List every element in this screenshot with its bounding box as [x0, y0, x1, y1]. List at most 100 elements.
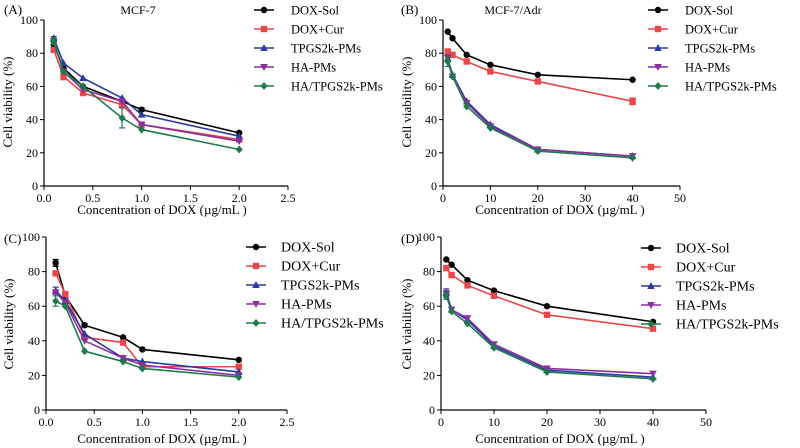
panel-d-point-ha-tpgs2k-pms: [448, 307, 456, 316]
panel-c-xtick-label: 1.5: [183, 415, 198, 429]
panel-b-point-ha-tpgs2k-pms: [486, 123, 494, 132]
panel-a-point-ha-tpgs2k-pms: [50, 37, 58, 46]
panel-a-title: MCF-7: [120, 3, 155, 17]
panel-b-legend-marker-dox-sol: [654, 6, 662, 14]
panel-a-legend-marker-dox-cur: [260, 25, 268, 33]
panel-c-xtick-label: 2.5: [280, 415, 295, 429]
panel-a-point-dox-sol: [138, 106, 145, 113]
panel-c-xtick-label: 0.0: [39, 415, 54, 429]
panel-b-point-ha-tpgs2k-pms: [444, 57, 452, 66]
panel-c-series-line-dox-sol: [54, 262, 239, 361]
panel-b-ylabel: Cell viability (%): [399, 57, 414, 148]
panel-a-point-ha-pms: [137, 121, 146, 129]
panel-a-legend-marker-tpgs2k-pms: [260, 44, 268, 51]
panel-b-xtick-label: 10: [484, 191, 496, 205]
panel-c-point-dox-sol: [81, 322, 88, 329]
panel-b-title: MCF-7/Adr: [484, 3, 541, 17]
panel-a-point-tpgs2k-pms: [79, 74, 87, 82]
panel-d-point-ha-pms: [463, 315, 472, 323]
panel-a-ytick-label: 20: [26, 146, 38, 160]
panel-b-ytick-label: 20: [425, 146, 437, 160]
panel-b-point-dox-sol: [463, 51, 470, 59]
panel-b-legend-label-ha-pms: HA-PMs: [685, 61, 730, 75]
panel-b-point-ha-tpgs2k-pms: [534, 147, 542, 156]
panel-c-ylabel: Cell viability (%): [1, 279, 16, 370]
panel-a-ytick-label: 80: [26, 46, 38, 60]
panel-b-ytick-label: 0: [431, 179, 437, 193]
panel-d-point-ha-tpgs2k-pms: [490, 343, 498, 352]
panel-a-point-ha-tpgs2k-pms: [79, 82, 87, 91]
panel-c-point-dox-cur: [119, 339, 127, 346]
panel-b-legend-label-ha-tpgs2k-pms: HA/TPGS2k-PMs: [685, 80, 777, 94]
panel-a-point-ha-pms: [235, 138, 243, 146]
panel-a-series-line-tpgs2k-pms: [53, 37, 240, 137]
panel-d-point-ha-tpgs2k-pms: [649, 374, 657, 383]
panel-b-ytick-label: 60: [425, 79, 437, 93]
panel-b-xtick-label: 20: [532, 191, 544, 205]
panel-b-ytick-label: 80: [425, 46, 437, 60]
panel-b-legend-marker-dox-cur: [654, 25, 662, 33]
panel-c-legend-label-ha-tpgs2k-pms: HA/TPGS2k-PMs: [281, 317, 384, 332]
panel-c-legend-label-tpgs2k-pms: TPGS2k-PMs: [281, 279, 360, 294]
panel-a-point-tpgs2k-pms: [137, 110, 146, 118]
panel-d-point-dox-cur: [649, 325, 657, 332]
panel-a-point-ha-pms: [118, 98, 126, 106]
panel-c-ytick-label: 100: [22, 230, 40, 244]
panel-c-point-ha-pms: [51, 289, 60, 297]
panel-c-point-dox-cur: [235, 363, 242, 370]
panel-b: (B) MCF-7/Adr Cell viability (%) Concent…: [399, 2, 777, 217]
panel-c-point-dox-cur: [52, 270, 59, 277]
panel-d-point-dox-sol: [464, 277, 471, 284]
panel-c-xtick-label: 1.0: [135, 415, 150, 429]
panel-c-legend-label-ha-pms: HA-PMs: [281, 298, 332, 313]
panel-b-point-dox-cur: [444, 48, 451, 55]
panel-c-point-tpgs2k-pms: [80, 329, 89, 337]
panel-d-legend-label-tpgs2k-pms: TPGS2k-PMs: [676, 280, 755, 295]
panel-b-xtick-label: 30: [579, 191, 591, 205]
panel-d-xtick-label: 30: [594, 415, 606, 429]
panel-d-legend-marker-ha-pms: [647, 302, 655, 309]
panel-d-point-ha-tpgs2k-pms: [464, 319, 471, 328]
panel-a-legend-label-tpgs2k-pms: TPGS2k-PMs: [291, 42, 361, 56]
panel-a-legend-marker-ha-pms: [260, 64, 268, 71]
panel-b-point-dox-cur: [534, 78, 541, 85]
panel-b-legend-marker-ha-pms: [654, 64, 662, 71]
panel-c-ytick-label: 20: [28, 368, 40, 382]
panel-c-xtick-label: 2.0: [231, 415, 246, 429]
panel-d-ytick-label: 40: [423, 334, 435, 348]
panel-c-ytick-label: 80: [28, 265, 40, 279]
panel-d-legend-label-dox-sol: DOX-Sol: [676, 242, 730, 257]
panel-c-legend-marker-ha-pms: [252, 301, 260, 308]
panel-d: (D) Cell viability (%) Concentration of …: [399, 230, 779, 446]
panel-d-xtick-label: 10: [488, 415, 500, 429]
panel-d-xtick-label: 0: [438, 415, 444, 429]
panel-a-xtick-label: 1.5: [183, 191, 198, 205]
panel-d-legend-label-ha-pms: HA-PMs: [676, 299, 727, 314]
panel-c-label: (C): [4, 231, 21, 246]
panel-b-label: (B): [401, 2, 418, 17]
panel-a-legend-label-dox-sol: DOX-Sol: [291, 4, 339, 18]
panel-c-legend-marker-dox-cur: [252, 262, 260, 270]
panel-d-point-dox-cur: [448, 271, 455, 279]
panel-a-legend-label-ha-tpgs2k-pms: HA/TPGS2k-PMs: [291, 80, 383, 94]
panel-a-legend-label-dox-cur: DOX+Cur: [291, 23, 345, 37]
panel-a-xtick-label: 1.0: [134, 191, 149, 205]
panel-b-xtick-label: 50: [674, 191, 686, 205]
panel-b-xlabel: Concentration of DOX (µg/mL ): [475, 202, 644, 217]
panel-c-point-ha-tpgs2k-pms: [119, 357, 127, 366]
panel-c-xtick-label: 0.5: [87, 415, 102, 429]
panel-b-xtick-label: 0: [440, 191, 446, 205]
panel-d-ytick-label: 0: [429, 403, 435, 417]
panel-b-point-dox-sol: [487, 61, 494, 69]
panel-a-ytick-label: 0: [32, 179, 38, 193]
panel-d-legend-label-ha-tpgs2k-pms: HA/TPGS2k-PMs: [676, 318, 779, 333]
panel-d-label: (D): [401, 231, 419, 246]
panel-c-ytick-label: 60: [28, 299, 40, 313]
panel-a-ylabel: Cell viability (%): [0, 57, 15, 148]
panel-b-legend-label-dox-sol: DOX-Sol: [685, 4, 733, 18]
panel-c-point-ha-tpgs2k-pms: [81, 347, 89, 356]
panel-d-point-dox-sol: [490, 287, 498, 294]
panel-c-point-ha-tpgs2k-pms: [52, 297, 60, 306]
panel-a-ytick-label: 100: [20, 13, 38, 27]
